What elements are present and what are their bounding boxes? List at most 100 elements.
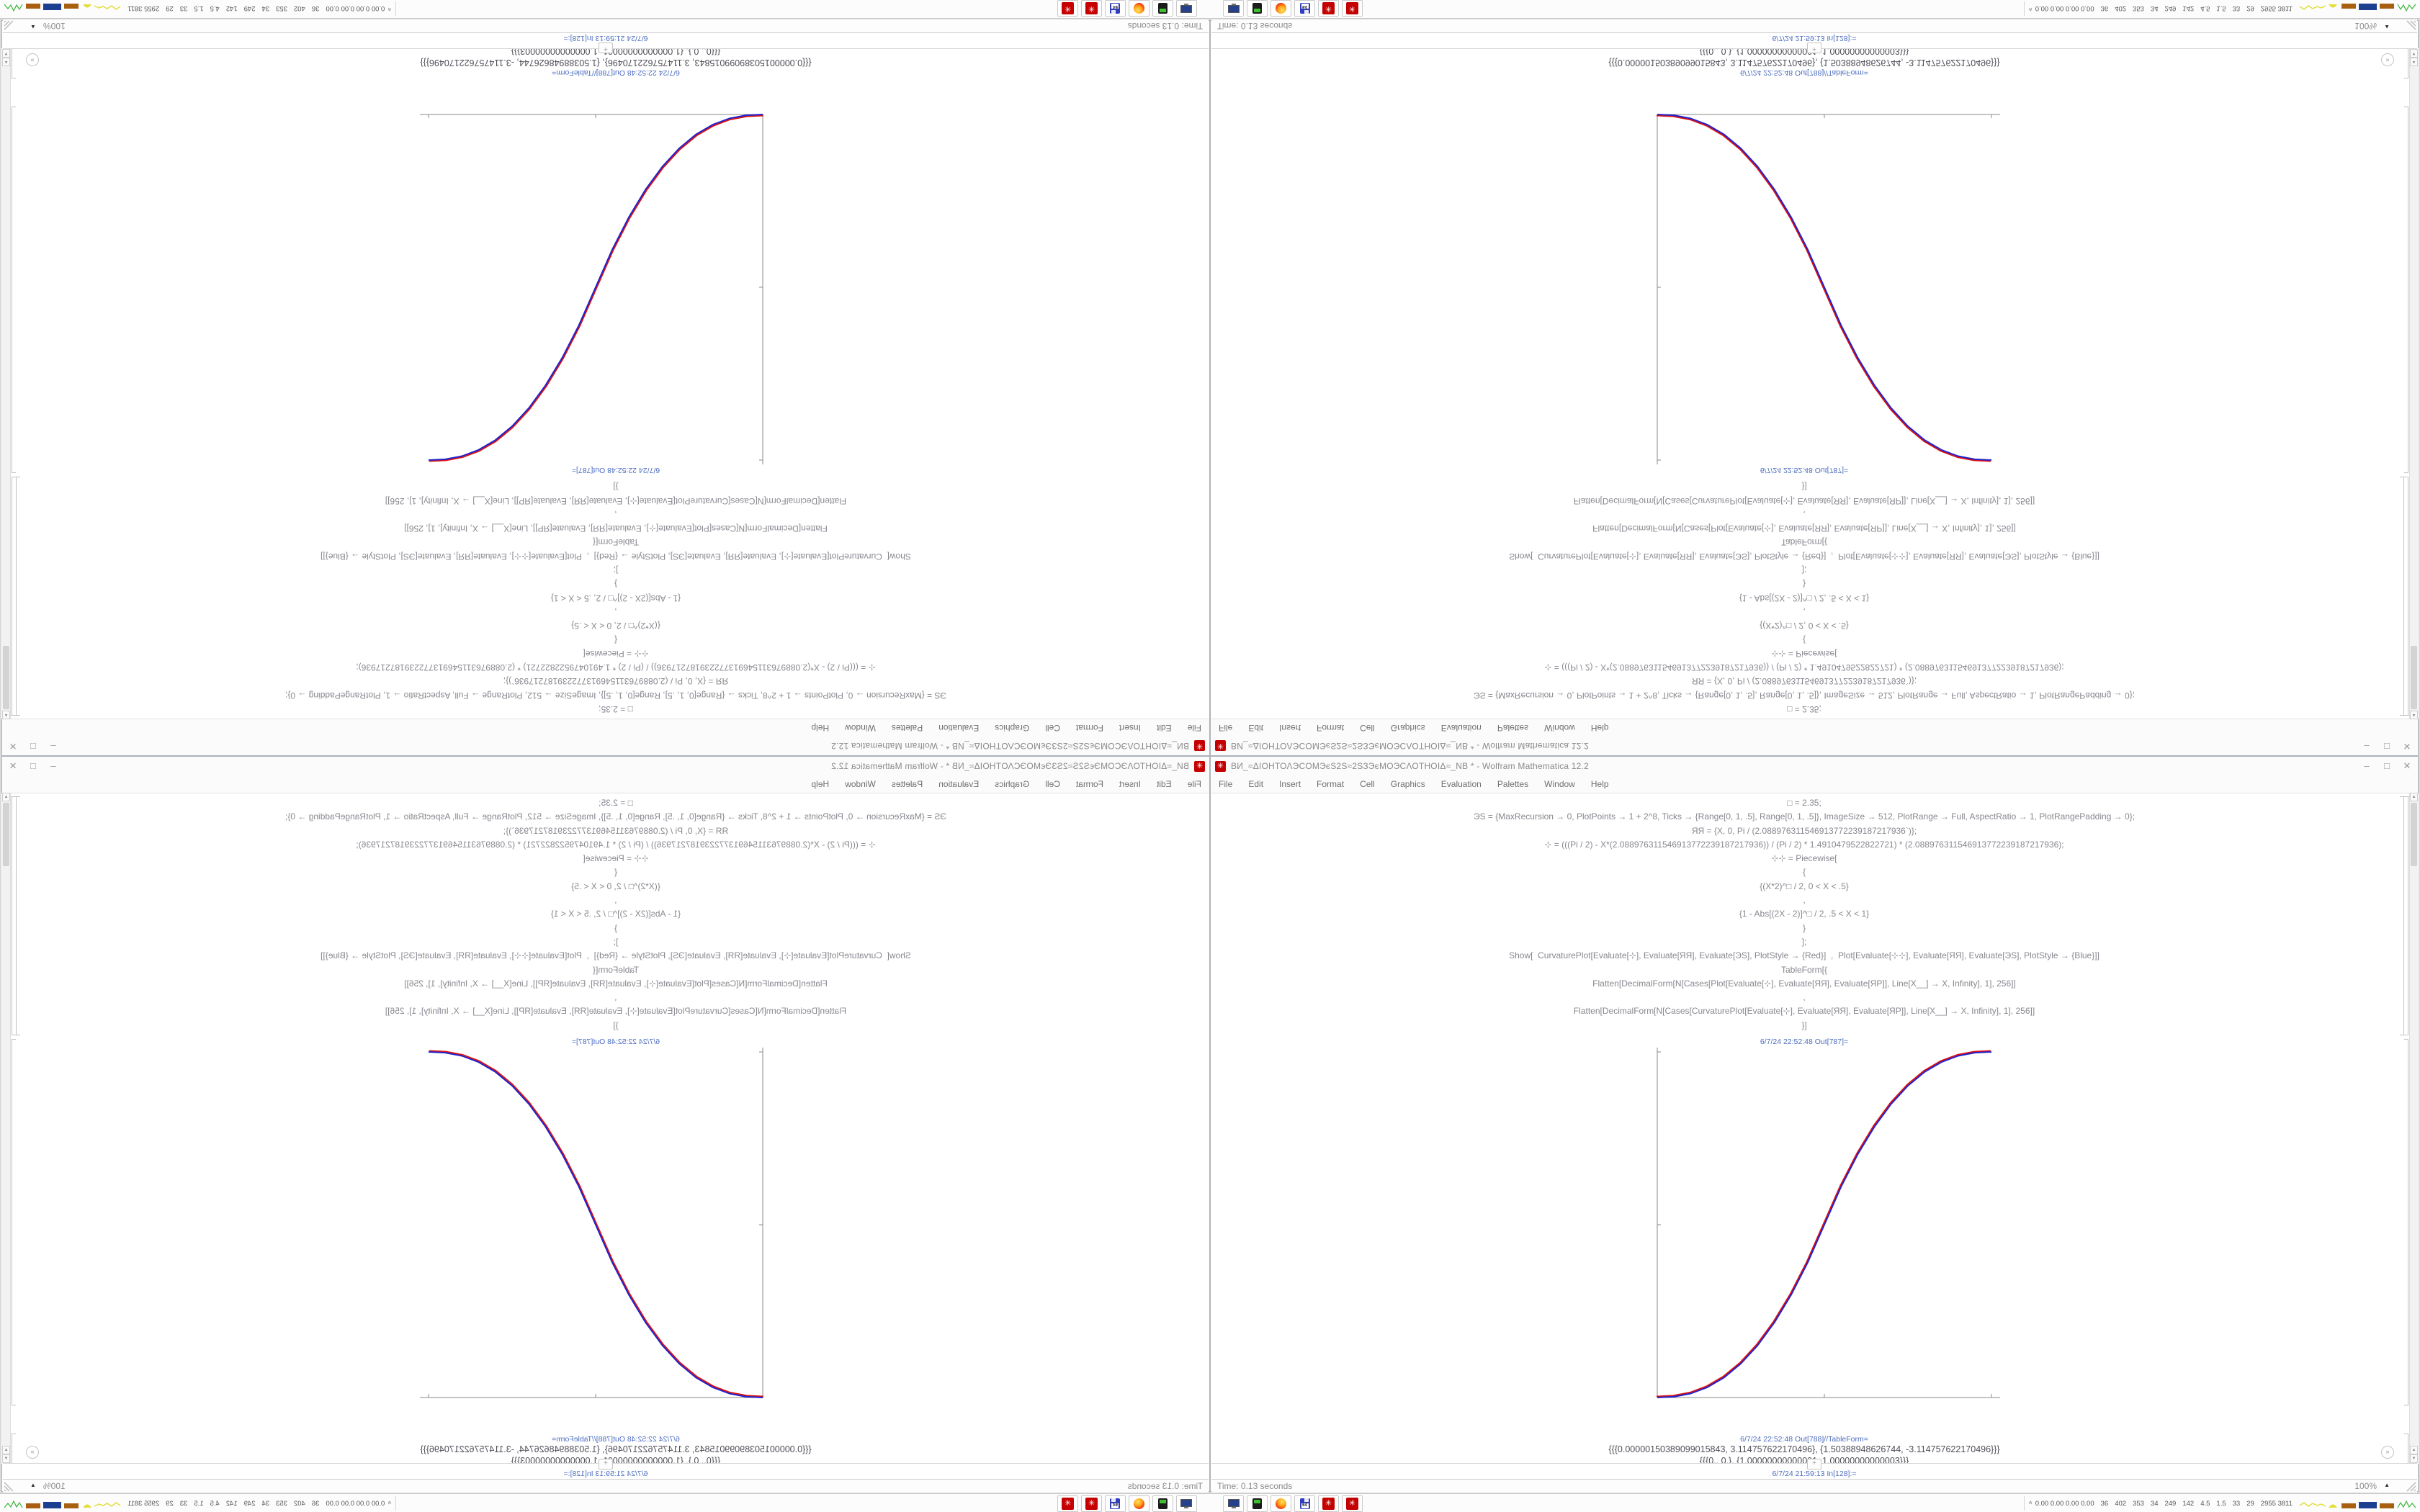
tray-collapse-icon[interactable]: »	[386, 7, 394, 10]
zoom-level[interactable]: 100%	[2354, 21, 2377, 31]
taskbar-button-storage-device-icon[interactable]	[1247, 1495, 1268, 1512]
tray-collapse-icon[interactable]: »	[2026, 1502, 2034, 1505]
taskbar-button-firefox-icon[interactable]	[1270, 1495, 1291, 1512]
code-line-13[interactable]: Flatten[DecimalForm[N[Cases[Plot[Evaluat…	[1592, 523, 2016, 534]
close-button[interactable]: ✕	[2403, 760, 2411, 771]
scroll-up-button-bottom[interactable]: ▲	[2410, 1446, 2418, 1454]
jump-to-end-button[interactable]: »	[2381, 1446, 2394, 1459]
scrollbar-thumb[interactable]	[2411, 646, 2417, 709]
scroll-down-button[interactable]: ▼	[2410, 1454, 2418, 1463]
plot-output[interactable]: 0.0.51.0.0.51.	[417, 102, 776, 466]
input-cell[interactable]: □ = 2.35; ЭЅ = {MaxRecursion → 0, PlotPoi…	[1211, 480, 2397, 716]
taskbar-button-computer-monitor-icon[interactable]	[1223, 1495, 1244, 1512]
code-line-12[interactable]: TableForm[{	[592, 964, 640, 975]
taskbar-button-floppy-64-icon[interactable]: 64	[1105, 1495, 1126, 1512]
close-button[interactable]: ✕	[9, 741, 17, 752]
code-line-10[interactable]: ];	[1801, 565, 1807, 576]
menu-item-window[interactable]: Window	[1544, 779, 1575, 789]
scrollbar-thumb[interactable]	[3, 803, 9, 866]
plot-output[interactable]: 0.0.51.0.0.51.	[1644, 1046, 2003, 1410]
maximize-button[interactable]: □	[2384, 760, 2390, 771]
code-line-1[interactable]: ЭЅ = {MaxRecursion → 0, PlotPoints → 1 +…	[1473, 690, 2136, 701]
resize-grip[interactable]	[3, 1480, 17, 1493]
code-line-15[interactable]: Flatten[DecimalForm[N[Cases[CurvaturePlo…	[1573, 495, 2035, 506]
taskbar-button-firefox-icon[interactable]	[1129, 1495, 1150, 1512]
code-line-1[interactable]: ЭЅ = {MaxRecursion → 0, PlotPoints → 1 +…	[1473, 811, 2136, 822]
vertical-scrollbar[interactable]: ▲ ▲ ▼	[2409, 793, 2418, 1463]
title-bar[interactable]: ✳ ВИ_≈ΔΙΟΗΤΟΛЭCOMЭєЅ2Ѕ≈2ЅЗЭєMOЭCΛΟΤΗΟΙΔ≈…	[2, 757, 1209, 775]
table-cell-bracket[interactable]	[12, 1434, 16, 1464]
code-line-11[interactable]: Show[ CurvaturePlot[Evaluate[⊹], Evaluat…	[321, 551, 911, 562]
plot-cell-bracket[interactable]	[2404, 107, 2408, 473]
menu-item-evaluation[interactable]: Evaluation	[1440, 779, 1482, 789]
zoom-menu-arrow-icon[interactable]: ▲	[30, 24, 36, 30]
insert-cell-button[interactable]: +	[1807, 42, 1821, 53]
code-line-9[interactable]: }	[1802, 922, 1806, 933]
minimize-button[interactable]: –	[50, 760, 56, 771]
taskbar-button-storage-device-icon[interactable]	[1152, 0, 1173, 17]
code-line-4[interactable]: ⊹⊹ = Piecewise[	[583, 853, 649, 864]
taskbar-button-mathematica-icon-2[interactable]: ✳	[1342, 0, 1363, 17]
code-line-11[interactable]: Show[ CurvaturePlot[Evaluate[⊹], Evaluat…	[1509, 950, 2099, 961]
insert-cell-button[interactable]: +	[1807, 1459, 1821, 1470]
scroll-up-button[interactable]: ▲	[2, 793, 10, 801]
taskbar-button-storage-device-icon[interactable]	[1152, 1495, 1173, 1512]
maximize-button[interactable]: □	[30, 741, 36, 752]
taskbar-button-mathematica-icon[interactable]: ✳	[1318, 0, 1339, 17]
menu-item-insert[interactable]: Insert	[1119, 779, 1141, 789]
close-button[interactable]: ✕	[9, 760, 17, 771]
menu-item-palettes[interactable]: Palettes	[1497, 779, 1529, 789]
menu-item-edit[interactable]: Edit	[1248, 723, 1264, 733]
zoom-menu-arrow-icon[interactable]: ▲	[2384, 1482, 2390, 1488]
plot-output[interactable]: 0.0.51.0.0.51.	[1644, 102, 2003, 466]
code-line-2[interactable]: ЯЯ = {X, 0, Pi / (2.08897631154691377223…	[503, 676, 729, 687]
insert-cell-button[interactable]: +	[599, 1459, 613, 1470]
input-cell-bracket-inner[interactable]	[16, 796, 20, 1035]
code-line-1[interactable]: ЭЅ = {MaxRecursion → 0, PlotPoints → 1 +…	[284, 690, 947, 701]
menu-item-edit[interactable]: Edit	[1156, 723, 1172, 733]
taskbar-button-floppy-64-icon[interactable]: 64	[1294, 1495, 1315, 1512]
menu-item-help[interactable]: Help	[811, 723, 830, 733]
code-line-14[interactable]: ,	[614, 992, 617, 1003]
code-line-16[interactable]: }]	[1801, 482, 1807, 492]
plot-cell-bracket[interactable]	[2404, 1039, 2408, 1405]
menu-item-help[interactable]: Help	[1590, 779, 1609, 789]
table-cell-bracket[interactable]	[12, 48, 16, 78]
minimize-button[interactable]: –	[2364, 760, 2370, 771]
code-line-4[interactable]: ⊹⊹ = Piecewise[	[583, 648, 649, 659]
code-line-13[interactable]: Flatten[DecimalForm[N[Cases[Plot[Evaluat…	[404, 523, 828, 534]
taskbar-button-floppy-64-icon[interactable]: 64	[1294, 0, 1315, 17]
code-line-3[interactable]: ⊹ = (((Pi / 2) - X*(2.088976311546913772…	[1544, 839, 2064, 850]
code-line-4[interactable]: ⊹⊹ = Piecewise[	[1771, 853, 1837, 864]
code-line-12[interactable]: TableForm[{	[1780, 964, 1828, 975]
code-line-4[interactable]: ⊹⊹ = Piecewise[	[1771, 648, 1837, 659]
taskbar-button-floppy-64-icon[interactable]: 64	[1105, 0, 1126, 17]
taskbar-button-computer-monitor-icon[interactable]	[1176, 1495, 1197, 1512]
code-line-8[interactable]: {1 - Abs[(2X - 2)]^□ / 2, .5 < X < 1}	[1739, 593, 1870, 603]
menu-item-file[interactable]: File	[1219, 779, 1233, 789]
table-cell-bracket[interactable]	[2404, 48, 2408, 78]
code-line-12[interactable]: TableForm[{	[592, 537, 640, 548]
code-line-0[interactable]: □ = 2.35;	[1787, 704, 1821, 714]
code-line-13[interactable]: Flatten[DecimalForm[N[Cases[Plot[Evaluat…	[404, 978, 828, 989]
code-line-2[interactable]: ЯЯ = {X, 0, Pi / (2.08897631154691377223…	[1691, 676, 1917, 687]
scrollbar-thumb[interactable]	[3, 646, 9, 709]
menu-item-format[interactable]: Format	[1075, 723, 1103, 733]
code-line-10[interactable]: ];	[1801, 936, 1807, 947]
code-line-8[interactable]: {1 - Abs[(2X - 2)]^□ / 2, .5 < X < 1}	[550, 909, 681, 919]
code-line-11[interactable]: Show[ CurvaturePlot[Evaluate[⊹], Evaluat…	[1509, 551, 2099, 562]
scrollbar-thumb[interactable]	[2411, 803, 2417, 866]
resize-grip[interactable]	[2403, 1480, 2417, 1493]
code-line-9[interactable]: }	[614, 579, 618, 590]
menu-item-format[interactable]: Format	[1317, 723, 1345, 733]
code-line-12[interactable]: TableForm[{	[1780, 537, 1828, 548]
code-line-10[interactable]: ];	[613, 565, 619, 576]
zoom-menu-arrow-icon[interactable]: ▲	[30, 1482, 36, 1488]
code-line-16[interactable]: }]	[613, 1020, 619, 1030]
code-line-5[interactable]: {	[614, 634, 618, 645]
next-in-label[interactable]: 6/7/24 21:59:13 In[128]:=	[563, 34, 648, 42]
code-line-14[interactable]: ,	[614, 509, 617, 520]
code-line-10[interactable]: ];	[613, 936, 619, 947]
taskbar-button-mathematica-icon-2[interactable]: ✳	[1057, 0, 1078, 17]
code-line-0[interactable]: □ = 2.35;	[599, 704, 633, 714]
